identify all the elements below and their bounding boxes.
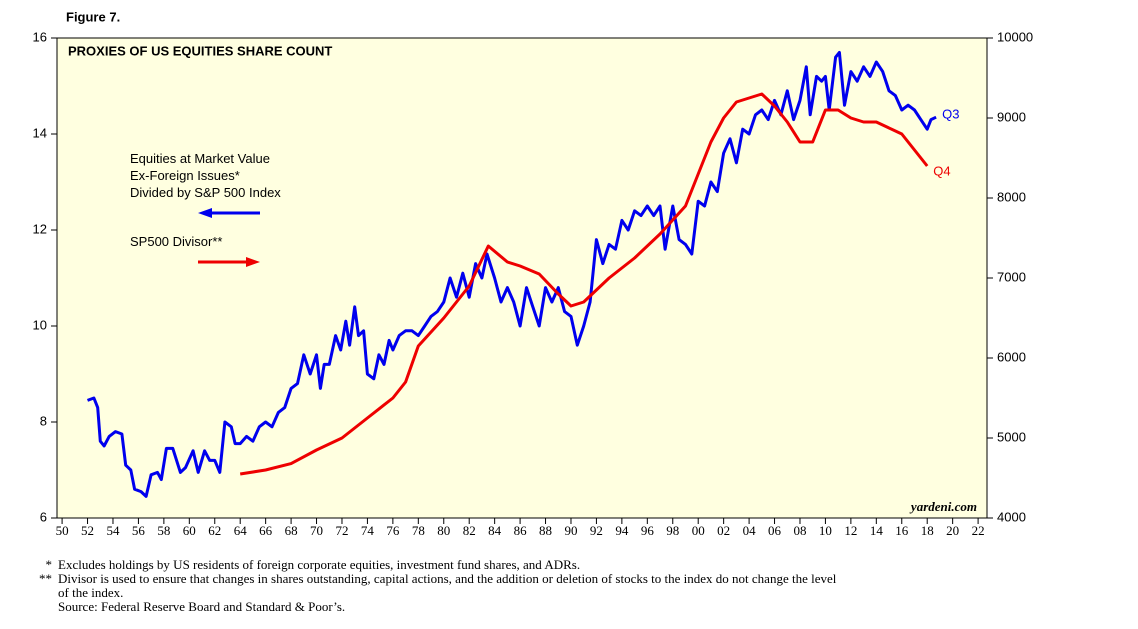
chart-title: PROXIES OF US EQUITIES SHARE COUNT bbox=[68, 43, 332, 58]
x-tick-label: 62 bbox=[208, 523, 221, 538]
y2-tick-label: 10000 bbox=[997, 29, 1033, 44]
end-label: Q3 bbox=[942, 107, 959, 122]
y2-tick-label: 6000 bbox=[997, 349, 1026, 364]
series-line bbox=[239, 92, 929, 476]
x-tick-label: 08 bbox=[793, 523, 806, 538]
x-tick-label: 72 bbox=[335, 523, 348, 538]
x-tick-label: 56 bbox=[132, 523, 146, 538]
footnote-mark: * bbox=[46, 557, 53, 572]
y2-tick-label: 5000 bbox=[997, 429, 1026, 444]
legend-arrowhead bbox=[246, 257, 260, 267]
x-tick-label: 94 bbox=[615, 523, 629, 538]
x-tick-label: 76 bbox=[386, 523, 400, 538]
y-tick-label: 6 bbox=[40, 509, 47, 524]
legend-label: SP500 Divisor** bbox=[130, 234, 223, 249]
x-tick-label: 16 bbox=[895, 523, 909, 538]
x-tick-label: 78 bbox=[412, 523, 425, 538]
x-tick-label: 84 bbox=[488, 523, 502, 538]
x-tick-label: 20 bbox=[946, 523, 959, 538]
y-tick-label: 10 bbox=[33, 317, 47, 332]
x-tick-label: 06 bbox=[768, 523, 782, 538]
x-tick-label: 14 bbox=[870, 523, 884, 538]
figure-label: Figure 7. bbox=[66, 9, 120, 24]
y2-tick-label: 9000 bbox=[997, 109, 1026, 124]
x-tick-label: 80 bbox=[437, 523, 450, 538]
x-tick-label: 98 bbox=[666, 523, 679, 538]
end-label: Q4 bbox=[933, 163, 950, 178]
x-tick-label: 54 bbox=[106, 523, 120, 538]
x-tick-label: 70 bbox=[310, 523, 323, 538]
plot-area bbox=[56, 37, 988, 519]
x-tick-label: 10 bbox=[819, 523, 832, 538]
x-tick-label: 52 bbox=[81, 523, 94, 538]
x-tick-label: 88 bbox=[539, 523, 552, 538]
x-tick-label: 02 bbox=[717, 523, 730, 538]
footnote-text: Excludes holdings by US residents of for… bbox=[58, 557, 580, 572]
footnote-text: Divisor is used to ensure that changes i… bbox=[58, 571, 837, 586]
y-tick-label: 12 bbox=[33, 221, 47, 236]
x-tick-label: 22 bbox=[972, 523, 985, 538]
x-tick-label: 50 bbox=[56, 523, 69, 538]
y-tick-label: 14 bbox=[33, 125, 47, 140]
x-tick-label: 66 bbox=[259, 523, 273, 538]
legend-label: Equities at Market Value Ex-Foreign Issue… bbox=[130, 151, 281, 200]
x-tick-label: 92 bbox=[590, 523, 603, 538]
footnote-mark: ** bbox=[39, 571, 52, 586]
x-tick-label: 00 bbox=[692, 523, 705, 538]
footnote-text: Source: Federal Reserve Board and Standa… bbox=[58, 599, 345, 614]
x-tick-label: 86 bbox=[514, 523, 528, 538]
x-tick-label: 68 bbox=[285, 523, 298, 538]
x-tick-label: 60 bbox=[183, 523, 196, 538]
series-line bbox=[86, 50, 937, 498]
x-tick-label: 96 bbox=[641, 523, 655, 538]
y2-tick-label: 7000 bbox=[997, 269, 1026, 284]
legend-arrowhead bbox=[198, 208, 212, 218]
x-tick-label: 64 bbox=[234, 523, 248, 538]
x-tick-label: 74 bbox=[361, 523, 375, 538]
y2-tick-label: 8000 bbox=[997, 189, 1026, 204]
x-tick-label: 18 bbox=[921, 523, 934, 538]
y2-tick-label: 4000 bbox=[997, 509, 1026, 524]
y-tick-label: 8 bbox=[40, 413, 47, 428]
x-tick-label: 58 bbox=[157, 523, 170, 538]
x-tick-label: 82 bbox=[463, 523, 476, 538]
x-tick-label: 12 bbox=[844, 523, 857, 538]
y-tick-label: 16 bbox=[33, 29, 47, 44]
x-tick-label: 04 bbox=[743, 523, 757, 538]
footnote-text: of the index. bbox=[58, 585, 123, 600]
source-label: yardeni.com bbox=[909, 499, 977, 514]
x-tick-label: 90 bbox=[564, 523, 577, 538]
